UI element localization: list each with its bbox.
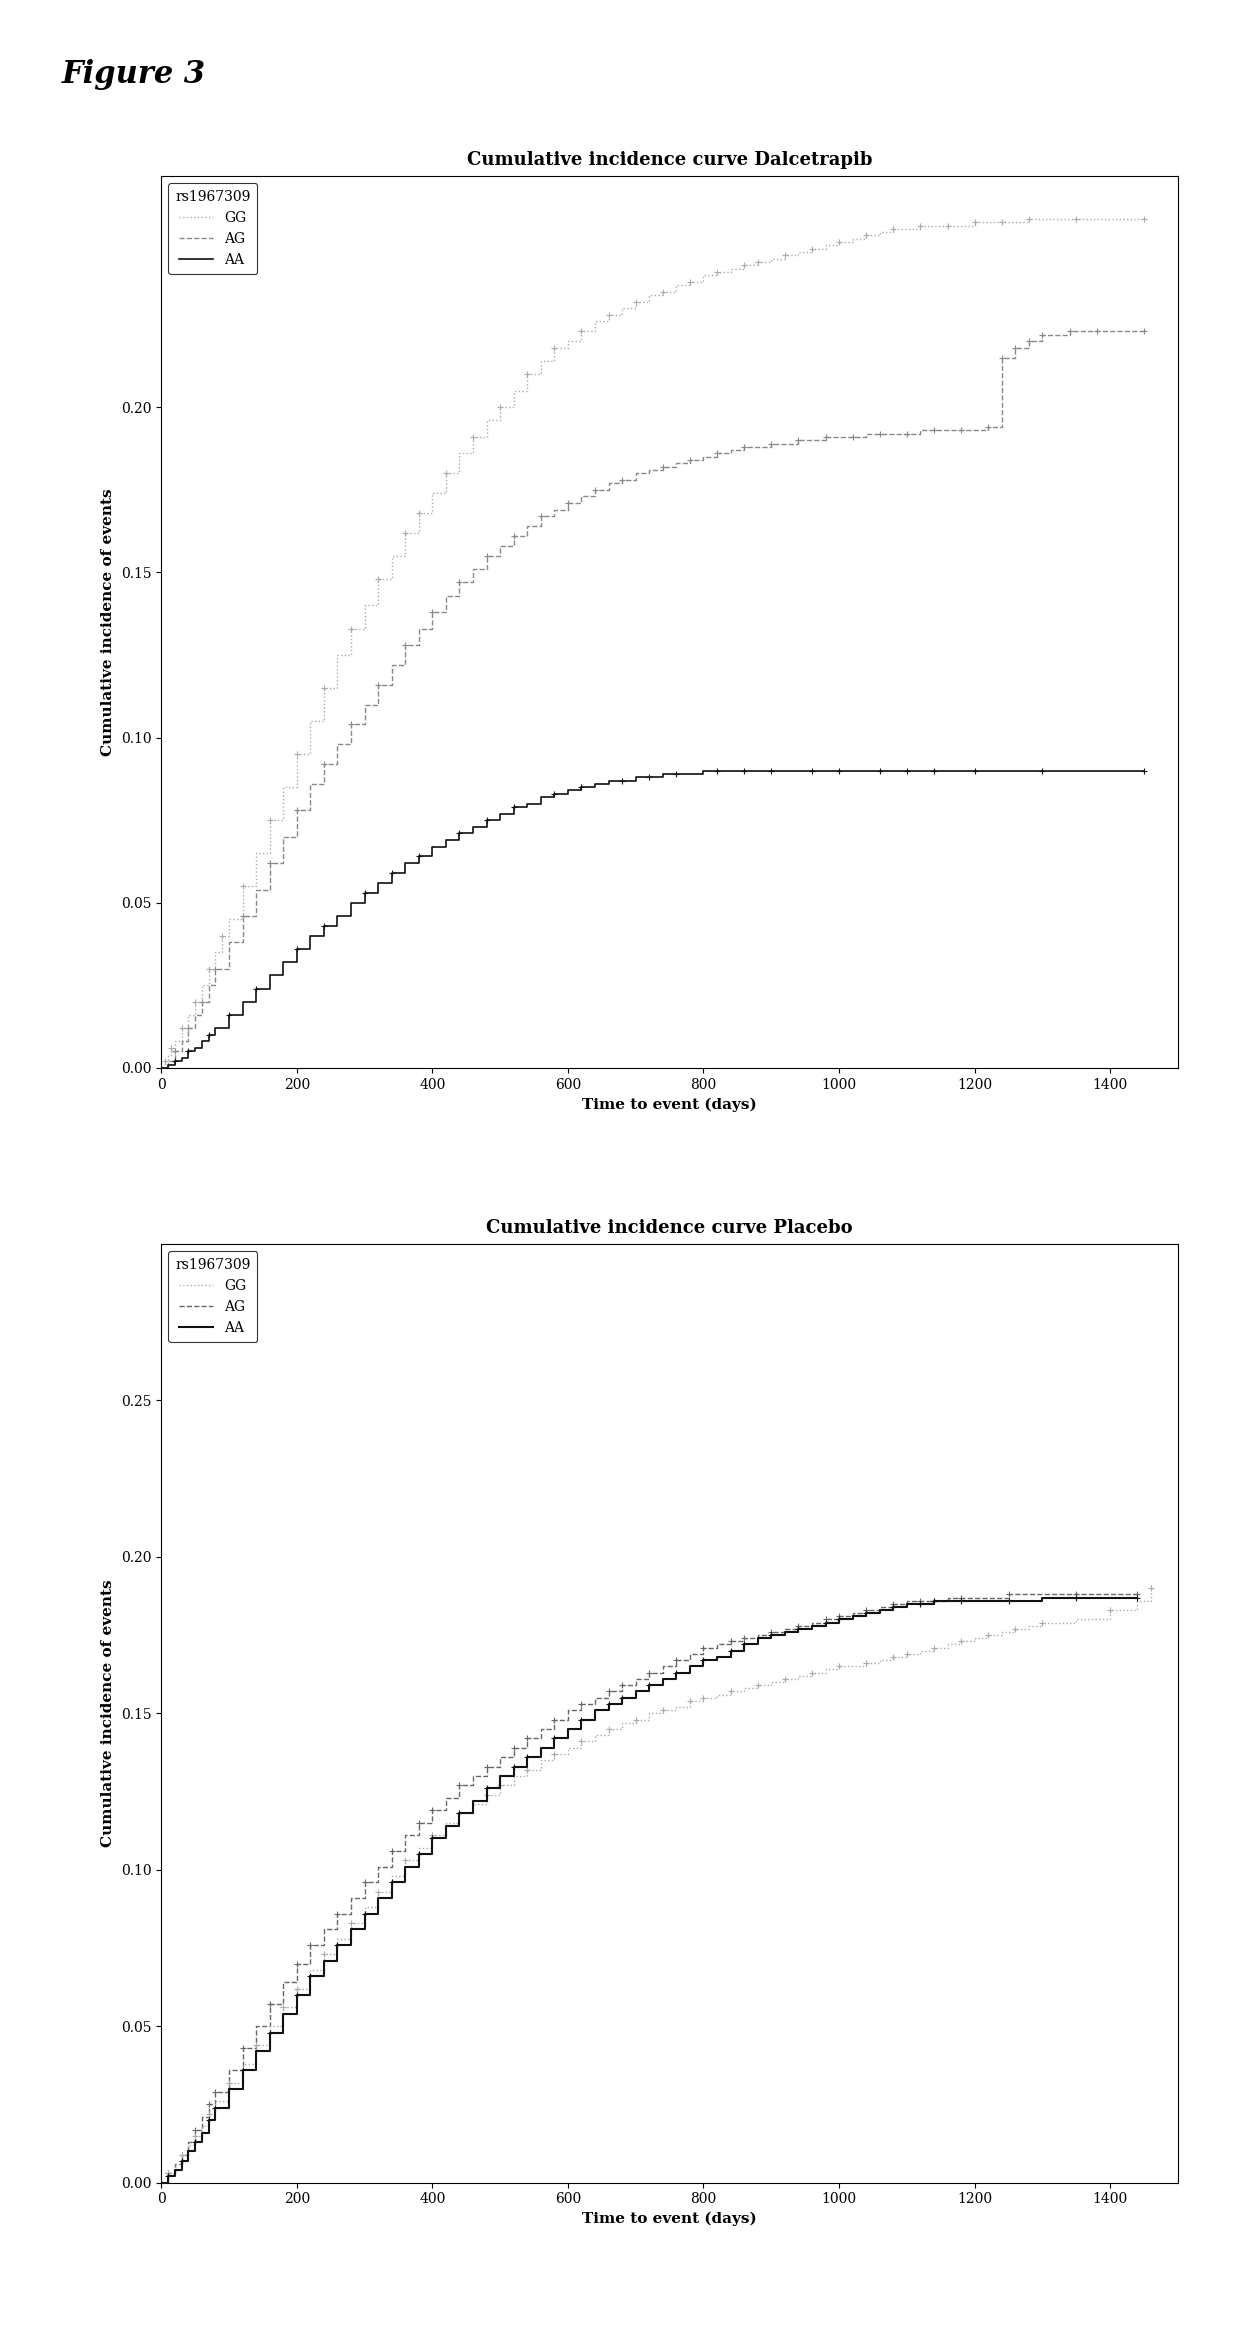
X-axis label: Time to event (days): Time to event (days) [583, 2211, 756, 2227]
Y-axis label: Cumulative incidence of events: Cumulative incidence of events [102, 488, 115, 756]
Title: Cumulative incidence curve Dalcetrapib: Cumulative incidence curve Dalcetrapib [466, 150, 873, 169]
X-axis label: Time to event (days): Time to event (days) [583, 1096, 756, 1112]
Text: Figure 3: Figure 3 [62, 59, 206, 89]
Y-axis label: Cumulative incidence of events: Cumulative incidence of events [102, 1580, 115, 1847]
Legend: GG, AG, AA: GG, AG, AA [169, 183, 258, 275]
Legend: GG, AG, AA: GG, AG, AA [169, 1251, 258, 1342]
Title: Cumulative incidence curve Placebo: Cumulative incidence curve Placebo [486, 1218, 853, 1237]
